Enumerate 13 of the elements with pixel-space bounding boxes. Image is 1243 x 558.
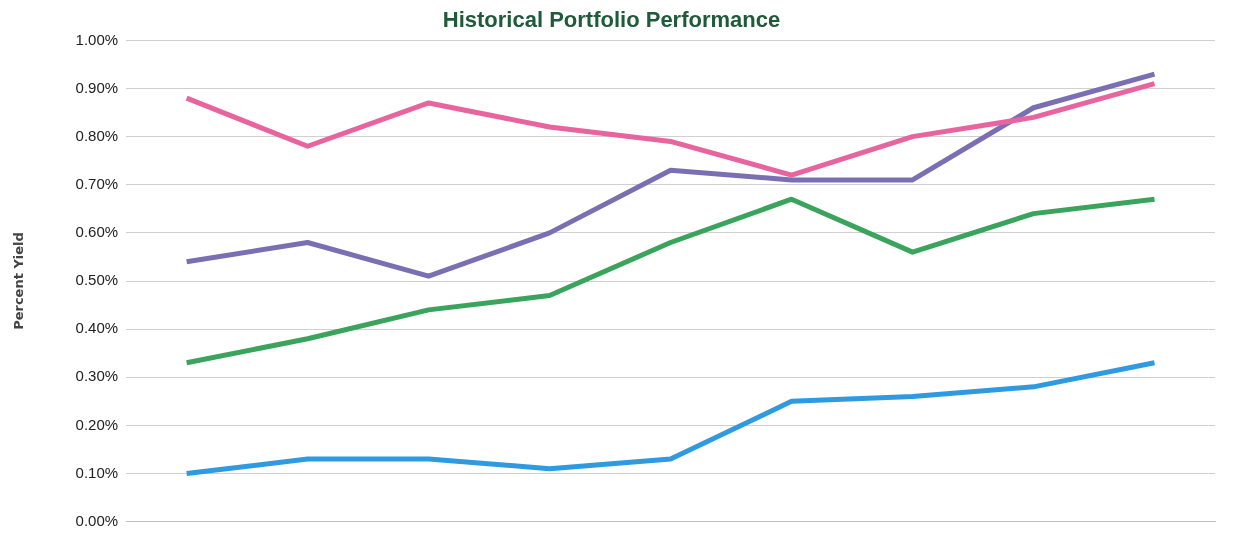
y-axis-title: Percent Yield: [11, 232, 27, 330]
y-tick-label: 0.30%: [75, 367, 119, 385]
y-tick-label: 0.60%: [75, 223, 119, 241]
y-tick-label: 0.10%: [75, 463, 119, 481]
y-tick-label: 0.00%: [75, 511, 119, 529]
y-tick-label: 1.00%: [75, 30, 119, 48]
y-tick-label: 0.80%: [75, 126, 119, 144]
y-tick-label: 0.50%: [75, 271, 119, 289]
chart-title: Historical Portfolio Performance: [442, 7, 781, 33]
y-tick-label: 0.40%: [75, 319, 119, 337]
y-tick-label: 0.70%: [75, 174, 119, 192]
y-tick-label: 0.90%: [75, 78, 119, 96]
y-tick-label: 0.20%: [75, 415, 119, 433]
